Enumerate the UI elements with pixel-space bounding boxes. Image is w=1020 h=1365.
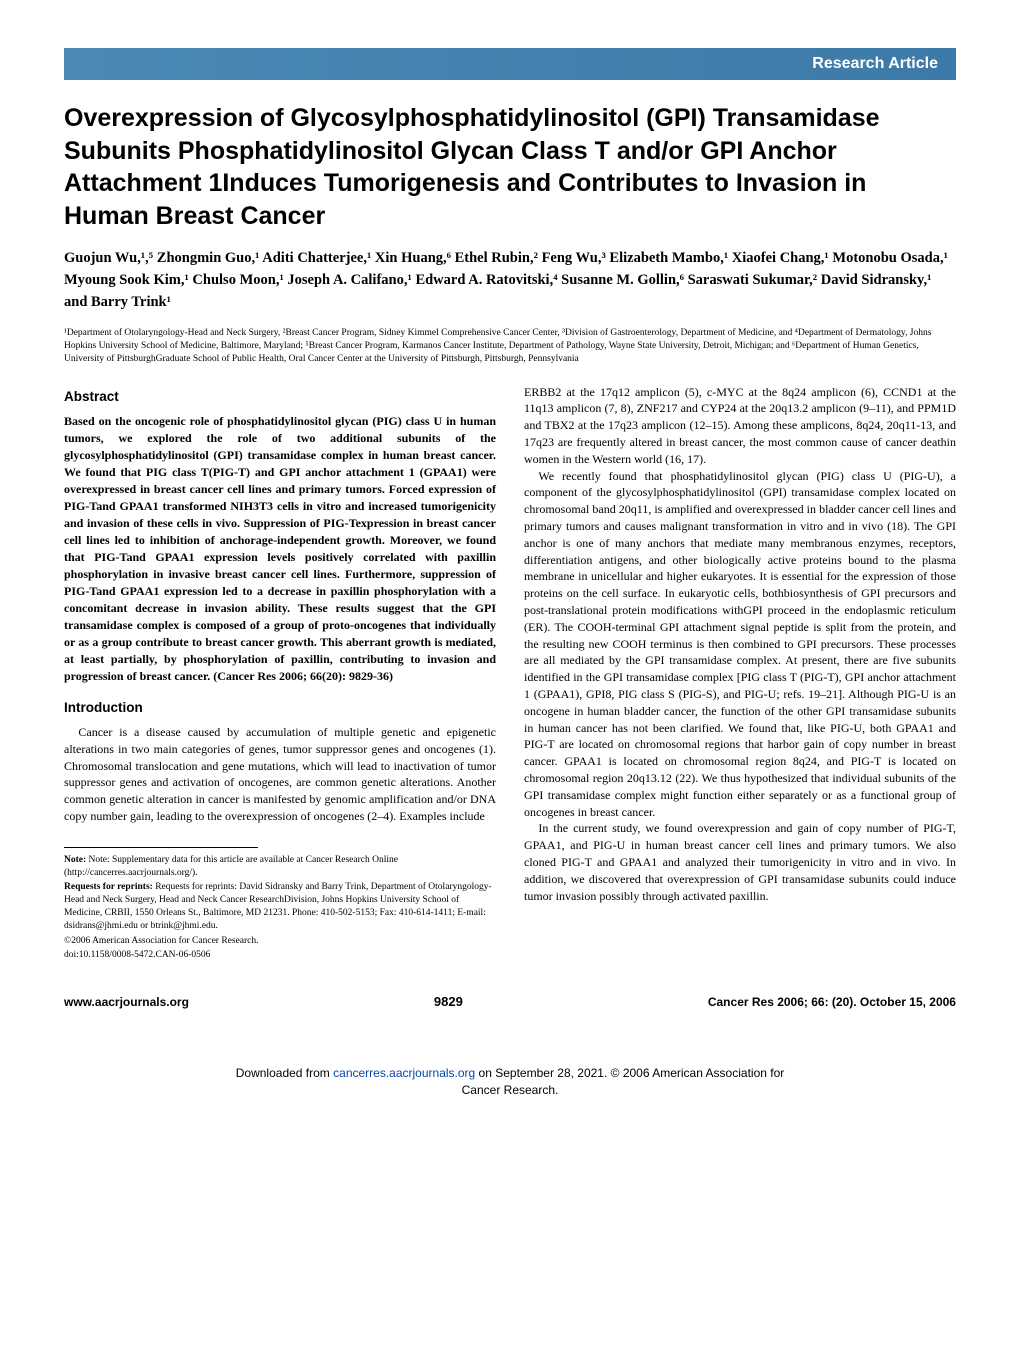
abstract-heading: Abstract: [64, 388, 496, 407]
right-paragraph-1: ERBB2 at the 17q12 amplicon (5), c-MYC a…: [524, 384, 956, 468]
download-link[interactable]: cancerres.aacrjournals.org: [333, 1066, 475, 1080]
right-paragraph-2: We recently found that phosphatidylinosi…: [524, 468, 956, 821]
footnote-block: Note: Note: Supplementary data for this …: [64, 854, 496, 963]
author-list: Guojun Wu,¹,⁵ Zhongmin Guo,¹ Aditi Chatt…: [64, 248, 956, 313]
header-bar: Research Article: [64, 48, 956, 80]
download-line2: Cancer Research.: [462, 1083, 559, 1097]
note-supplementary: Note: Note: Supplementary data for this …: [64, 854, 496, 880]
right-paragraph-3: In the current study, we found overexpre…: [524, 820, 956, 904]
affiliations: ¹Department of Otolaryngology-Head and N…: [64, 327, 956, 365]
note-supplementary-text: Note: Supplementary data for this articl…: [64, 855, 398, 878]
note-copyright: ©2006 American Association for Cancer Re…: [64, 935, 496, 948]
page-container: Research Article Overexpression of Glyco…: [0, 0, 1020, 1039]
footer-page-number: 9829: [434, 994, 463, 1009]
body-columns: Abstract Based on the oncogenic role of …: [64, 384, 956, 965]
download-suffix: on September 28, 2021. © 2006 American A…: [475, 1066, 784, 1080]
download-note: Downloaded from cancerres.aacrjournals.o…: [0, 1065, 1020, 1099]
page-footer: www.aacrjournals.org 9829 Cancer Res 200…: [64, 988, 956, 1009]
note-divider: [64, 847, 258, 848]
introduction-heading: Introduction: [64, 699, 496, 718]
abstract-body: Based on the oncogenic role of phosphati…: [64, 413, 496, 686]
article-title: Overexpression of Glycosylphosphatidylin…: [64, 102, 956, 232]
left-column: Abstract Based on the oncogenic role of …: [64, 384, 496, 965]
right-column: ERBB2 at the 17q12 amplicon (5), c-MYC a…: [524, 384, 956, 965]
footer-website: www.aacrjournals.org: [64, 995, 189, 1009]
note-doi: doi:10.1158/0008-5472.CAN-06-0506: [64, 949, 496, 962]
note-reprints: Requests for reprints: Requests for repr…: [64, 881, 496, 932]
header-label: Research Article: [812, 55, 938, 73]
footer-citation: Cancer Res 2006; 66: (20). October 15, 2…: [708, 995, 956, 1009]
download-prefix: Downloaded from: [236, 1066, 333, 1080]
introduction-paragraph-1: Cancer is a disease caused by accumulati…: [64, 724, 496, 825]
